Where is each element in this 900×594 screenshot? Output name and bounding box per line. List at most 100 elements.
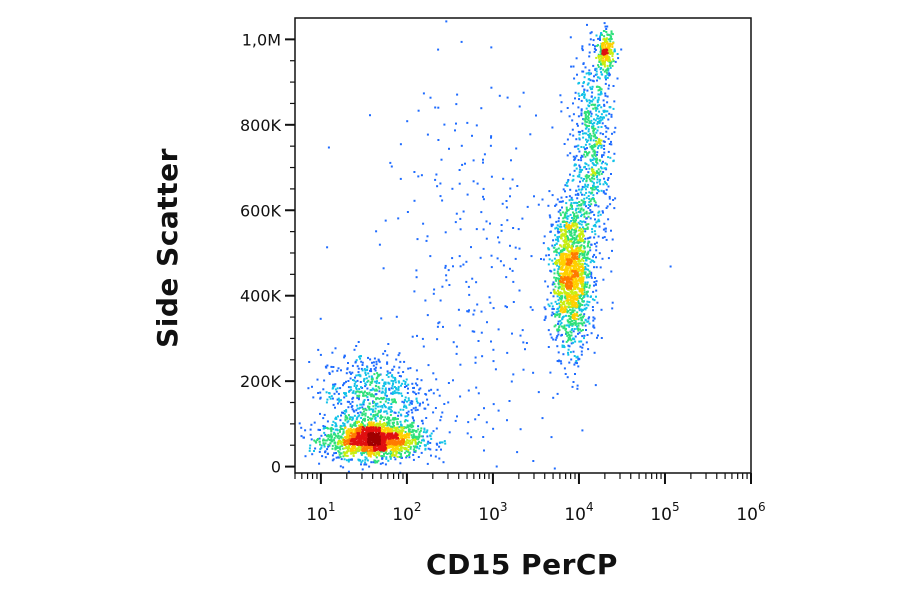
event-dot: [572, 211, 574, 214]
event-dot: [360, 367, 363, 370]
event-dot: [391, 374, 394, 377]
event-dot: [412, 439, 415, 442]
event-dot: [334, 447, 337, 450]
event-dot: [588, 55, 591, 58]
event-dot: [390, 403, 393, 405]
event-dot: [426, 314, 429, 317]
event-dot: [556, 295, 559, 298]
event-dot: [423, 439, 425, 442]
event-dot: [430, 454, 432, 457]
event-dot: [356, 394, 359, 397]
event-dot: [470, 436, 473, 439]
event-dot: [349, 423, 352, 426]
event-dot: [568, 227, 571, 230]
event-dot: [474, 418, 477, 421]
event-dot: [387, 459, 390, 462]
event-dot: [592, 128, 595, 131]
event-dot: [404, 415, 407, 418]
event-dot: [560, 362, 563, 365]
event-dot: [327, 146, 330, 149]
event-dot: [597, 117, 600, 120]
event-dot: [610, 270, 613, 273]
event-dot: [378, 430, 381, 433]
event-dot: [410, 434, 413, 437]
event-dot: [471, 330, 474, 333]
event-dot: [583, 150, 586, 153]
event-dot: [455, 345, 458, 348]
event-dot: [598, 37, 601, 40]
event-dot: [366, 380, 369, 383]
event-dot: [591, 187, 594, 190]
event-dot: [583, 337, 585, 340]
event-dot: [374, 366, 377, 369]
event-dot: [583, 178, 585, 180]
event-dot: [482, 436, 485, 438]
event-dot: [409, 401, 412, 404]
event-dot: [361, 406, 364, 409]
event-dot: [321, 455, 324, 458]
event-dot: [592, 126, 595, 129]
event-dot: [583, 240, 586, 243]
event-dot: [441, 441, 444, 444]
event-dot: [414, 382, 417, 385]
event-dot: [561, 200, 564, 203]
event-dot: [578, 262, 581, 265]
event-dot: [356, 407, 359, 410]
event-dot: [585, 168, 588, 170]
event-dot: [367, 453, 370, 456]
event-dot: [603, 103, 606, 106]
event-dot: [354, 432, 357, 435]
event-dot: [322, 427, 325, 430]
event-dot: [336, 447, 339, 450]
event-dot: [362, 403, 365, 406]
event-dot: [373, 357, 376, 360]
event-dot: [600, 146, 603, 149]
event-dot: [408, 431, 411, 434]
event-dot: [597, 56, 600, 59]
event-dot: [319, 443, 321, 446]
event-dot: [577, 229, 580, 232]
event-dot: [314, 440, 317, 443]
event-dot: [472, 313, 475, 316]
event-dot: [591, 210, 594, 213]
event-dot: [391, 393, 394, 395]
event-dot: [439, 195, 442, 198]
event-dot: [372, 453, 375, 455]
event-dot: [600, 67, 603, 69]
event-dot: [585, 188, 587, 191]
event-dot: [341, 433, 344, 436]
event-dot: [419, 429, 422, 432]
event-dot: [584, 228, 587, 230]
event-dot: [576, 263, 579, 266]
event-dot: [579, 166, 582, 169]
event-dot: [578, 175, 581, 178]
event-dot: [351, 434, 354, 437]
event-dot: [345, 445, 348, 448]
event-dot: [400, 436, 403, 439]
event-dot: [594, 96, 597, 99]
event-dot: [583, 132, 586, 135]
event-dot: [401, 382, 404, 385]
event-dot: [406, 426, 409, 428]
event-dot: [600, 166, 602, 169]
event-dot: [352, 446, 355, 449]
event-dot: [593, 172, 596, 175]
event-dot: [570, 342, 573, 345]
event-dot: [570, 281, 573, 284]
event-dot: [567, 331, 569, 334]
event-dot: [436, 388, 439, 391]
event-dot: [385, 394, 388, 397]
event-dot: [595, 131, 598, 134]
event-dot: [578, 81, 581, 84]
event-dot: [609, 156, 612, 159]
event-dot: [362, 400, 365, 403]
event-dot: [375, 385, 378, 388]
event-dot: [400, 445, 403, 448]
event-dot: [356, 384, 358, 387]
event-dot: [405, 385, 408, 387]
event-dot: [404, 383, 407, 385]
event-dot: [581, 258, 583, 261]
event-dot: [578, 340, 581, 343]
event-dot: [577, 92, 580, 95]
event-dot: [350, 443, 353, 446]
